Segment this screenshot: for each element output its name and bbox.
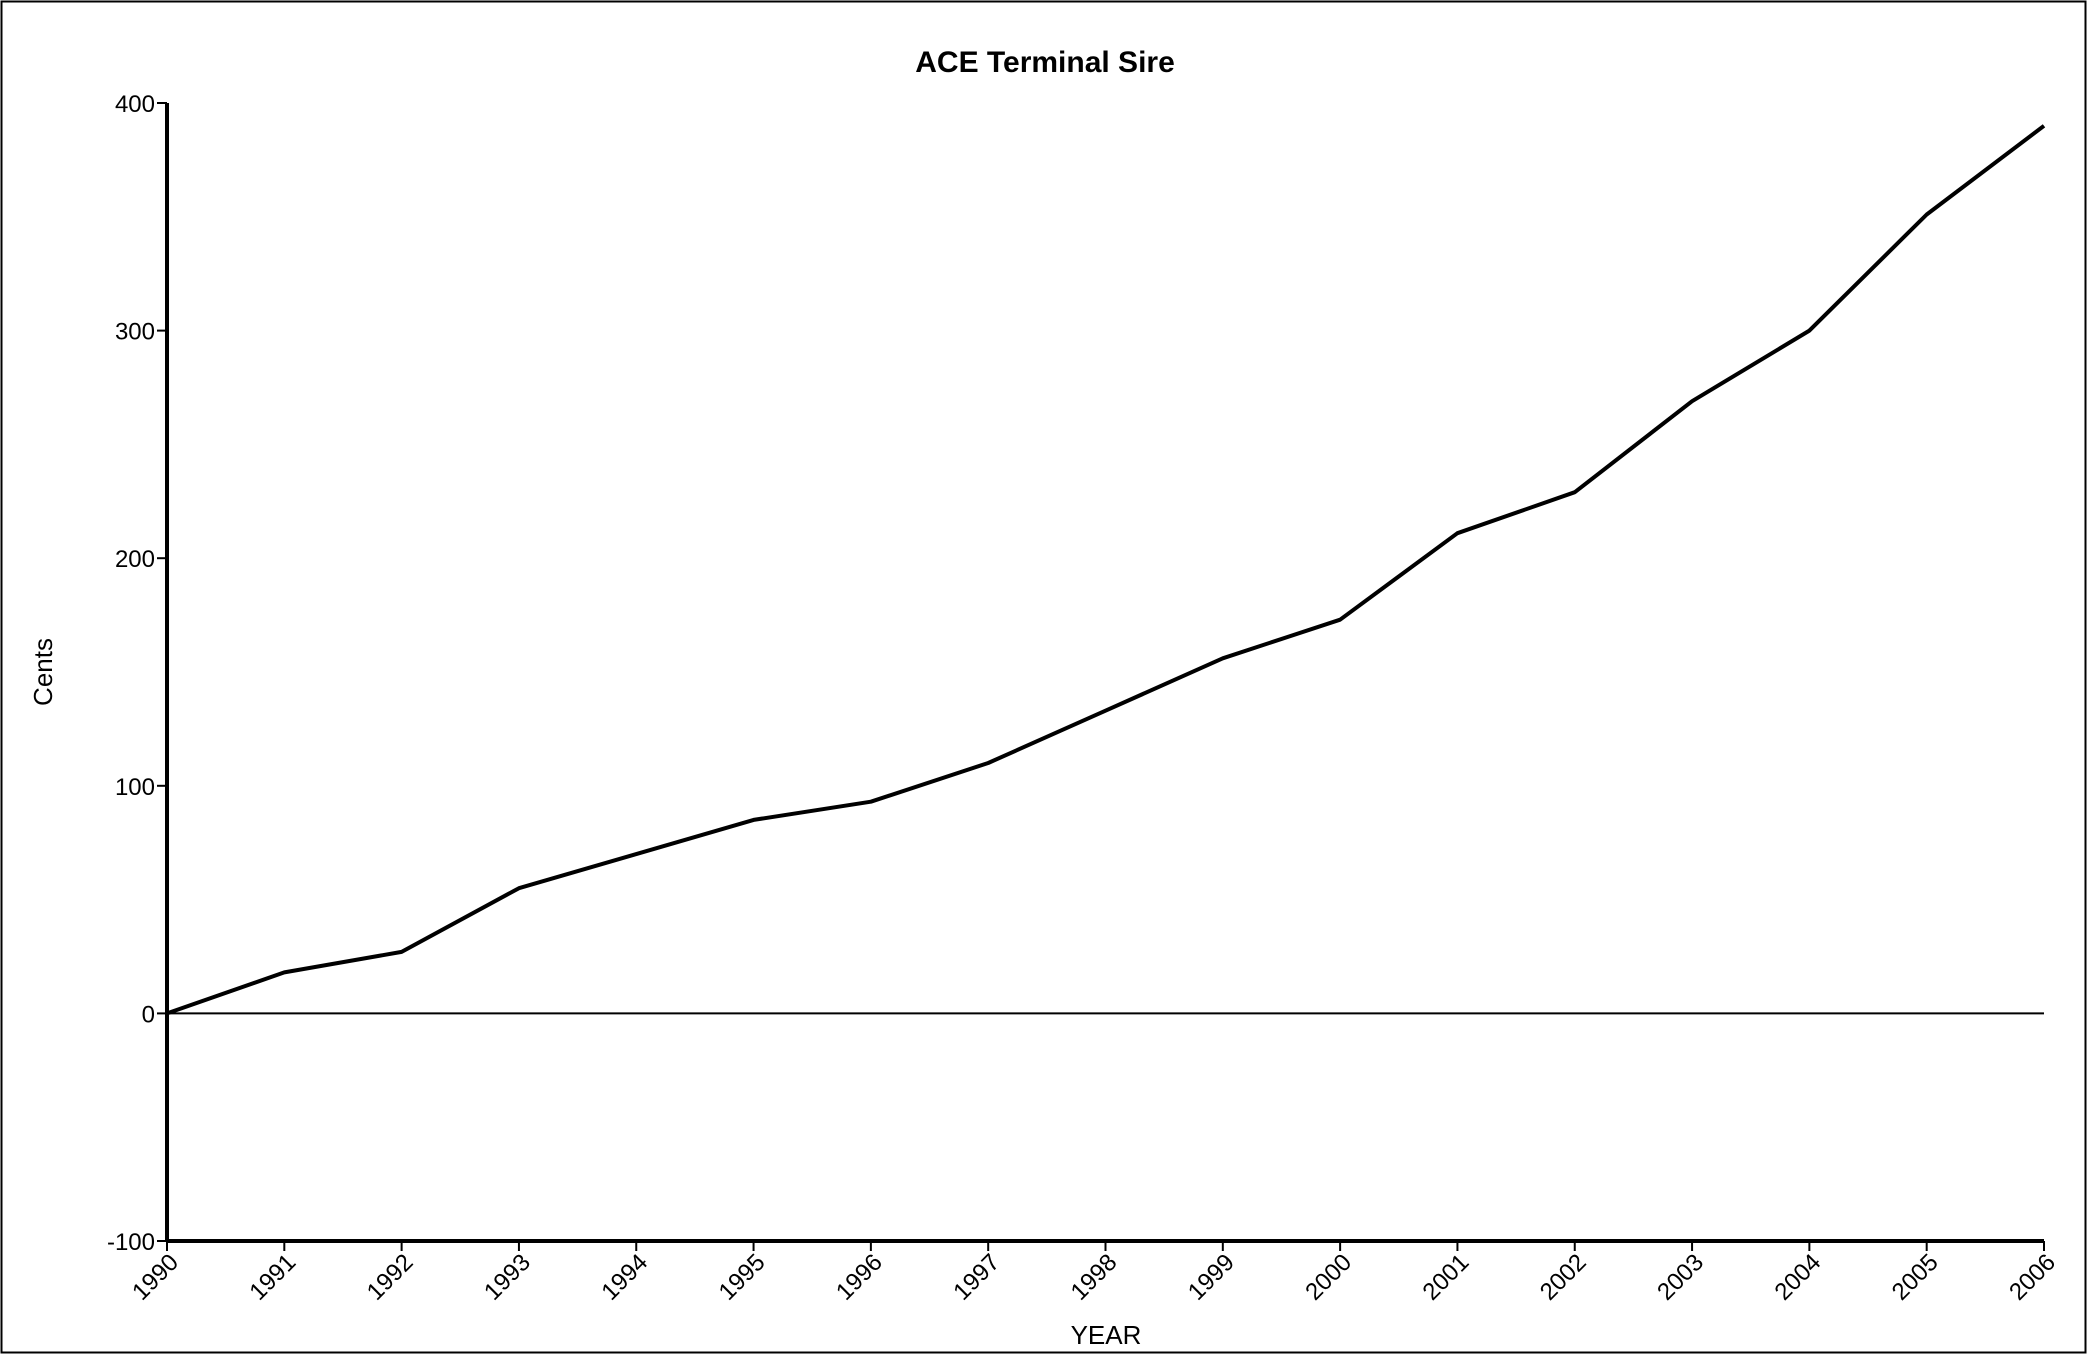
- chart-title: ACE Terminal Sire: [915, 46, 1175, 79]
- y-tick-label: 300: [115, 319, 155, 346]
- series-line: [166, 124, 2046, 1016]
- y-axis-label: Cents: [28, 638, 58, 706]
- y-tick-label: 200: [115, 546, 155, 573]
- y-tick-label: 100: [115, 774, 155, 801]
- y-tick-label: 0: [142, 1001, 155, 1028]
- y-tick-label: 400: [115, 91, 155, 118]
- x-axis-label: YEAR: [1071, 1320, 1142, 1350]
- y-tick-label: -100: [107, 1229, 155, 1256]
